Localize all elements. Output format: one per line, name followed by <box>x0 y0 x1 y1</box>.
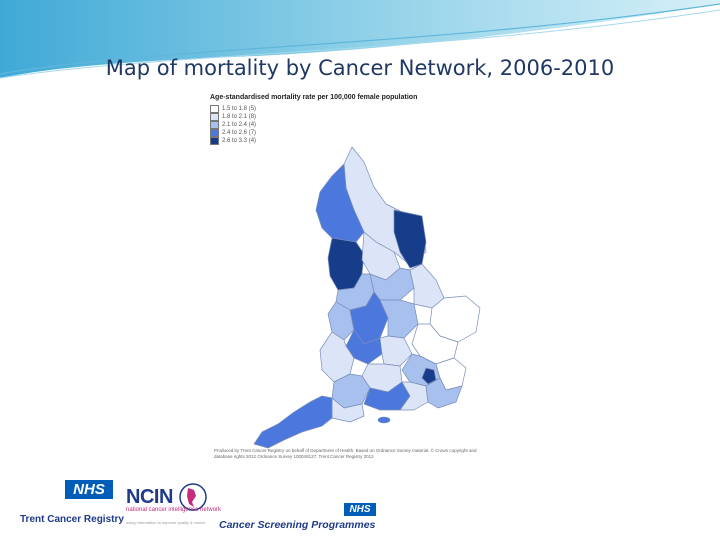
legend-item: 2.4 to 2.6 (7) <box>210 129 256 137</box>
header-swoosh-banner <box>0 0 720 79</box>
slide-title: Map of mortality by Cancer Network, 2006… <box>105 56 615 80</box>
legend-label: 2.4 to 2.6 (7) <box>222 130 257 136</box>
legend-label: 1.8 to 2.1 (8) <box>222 114 257 120</box>
legend-swatch <box>210 129 219 137</box>
legend-swatch <box>210 113 219 121</box>
region-sussex <box>425 377 463 409</box>
legend-label: 2.1 to 2.4 (4) <box>222 122 257 128</box>
map-panel: Age-standardised mortality rate per 100,… <box>204 92 494 467</box>
legend-swatch <box>210 105 219 113</box>
legend-item: 2.6 to 3.3 (4) <box>210 137 256 145</box>
region-east-midlands <box>379 299 419 339</box>
region-london <box>421 367 437 385</box>
legend-swatch <box>210 121 219 129</box>
legend-swatch <box>210 137 219 145</box>
nhs-logo: NHS <box>65 480 113 499</box>
legend-label: 1.5 to 1.8 (5) <box>222 106 257 112</box>
ncin-globe-icon <box>179 483 207 511</box>
cancer-screening-programmes-label: Cancer Screening Programmes <box>219 519 376 531</box>
ncin-logo-text: NCIN <box>126 486 173 508</box>
region-peninsula <box>253 395 333 449</box>
region-isle-of-wight <box>377 416 391 424</box>
map-credit-text: Produced by Trent Cancer Registry on beh… <box>214 448 477 459</box>
region-arden <box>379 335 413 367</box>
ncin-subtitle: national cancer intelligence network <box>126 507 222 513</box>
trent-cancer-registry-label: Trent Cancer Registry <box>20 514 124 525</box>
region-lincolnshire <box>409 263 445 309</box>
nhs-logo-small: NHS <box>344 503 376 516</box>
region-humber-yorkshire <box>393 209 427 269</box>
legend-item: 1.8 to 2.1 (8) <box>210 113 256 121</box>
legend-label: 2.6 to 3.3 (4) <box>222 138 257 144</box>
ncin-tagline: using information to improve quality & c… <box>126 520 206 525</box>
legend-title: Age-standardised mortality rate per 100,… <box>210 94 418 101</box>
region-surrey-sussex <box>399 381 429 411</box>
england-choropleth-map <box>253 146 481 449</box>
legend-item: 1.5 to 1.8 (5) <box>210 105 256 113</box>
legend-item: 2.1 to 2.4 (4) <box>210 121 256 129</box>
